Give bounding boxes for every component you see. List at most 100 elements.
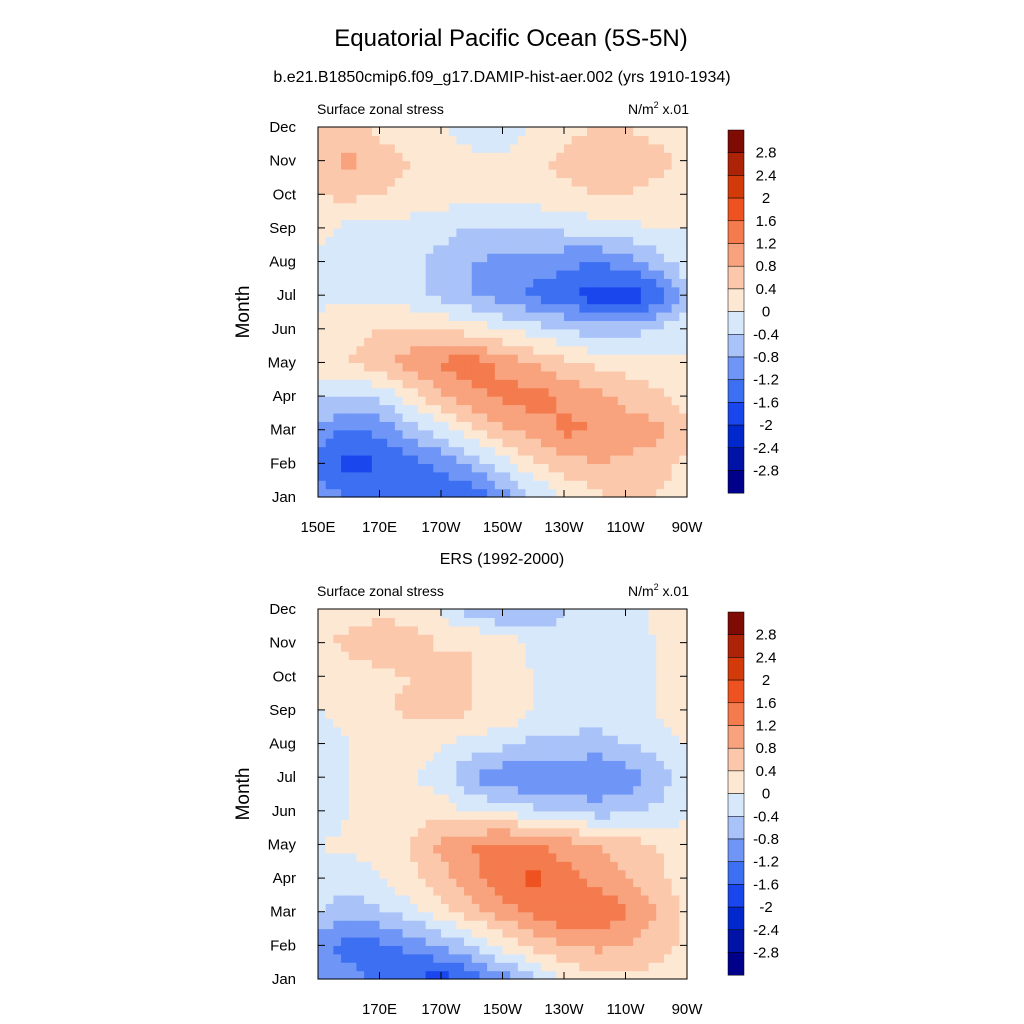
heatmap-cell <box>602 962 611 972</box>
heatmap-cell <box>341 735 350 745</box>
heatmap-cell <box>556 379 565 389</box>
heatmap-cell <box>318 659 327 669</box>
heatmap-cell <box>448 903 457 913</box>
heatmap-cell <box>510 962 519 972</box>
heatmap-cell <box>564 160 573 170</box>
heatmap-cell <box>379 726 388 736</box>
heatmap-cell <box>371 362 381 372</box>
heatmap-cell <box>364 160 373 170</box>
heatmap-cell <box>579 160 588 170</box>
heatmap-cell <box>610 903 619 913</box>
heatmap-cell <box>579 312 588 322</box>
heatmap-cell <box>640 471 650 481</box>
colorbar-label: 0.4 <box>756 281 777 298</box>
heatmap-cell <box>579 844 588 854</box>
heatmap-cell <box>571 211 580 221</box>
heatmap-cell <box>540 211 550 221</box>
heatmap-cell <box>456 404 465 414</box>
heatmap-cell <box>640 928 650 938</box>
heatmap-cell <box>441 886 450 896</box>
heatmap-cell <box>325 777 334 787</box>
y-tick-label: Mar <box>270 422 296 439</box>
heatmap-cell <box>579 261 588 271</box>
heatmap-cell <box>394 625 404 635</box>
heatmap-cell <box>564 953 573 963</box>
heatmap-cell <box>610 286 619 296</box>
heatmap-cell <box>471 312 481 322</box>
heatmap-cell <box>433 852 442 862</box>
heatmap-cell <box>456 202 465 212</box>
heatmap-cell <box>394 718 404 728</box>
heatmap-cell <box>394 194 404 204</box>
heatmap-cell <box>456 429 465 439</box>
heatmap-cell <box>371 269 381 279</box>
heatmap-cell <box>548 404 557 414</box>
heatmap-cell <box>502 429 511 439</box>
heatmap-cell <box>387 152 396 162</box>
heatmap-cell <box>502 970 511 980</box>
heatmap-cell <box>356 412 365 422</box>
heatmap-cell <box>479 269 488 279</box>
heatmap-cell <box>402 127 411 137</box>
heatmap-cell <box>471 962 481 972</box>
heatmap-cell <box>525 202 534 212</box>
heatmap-cell <box>571 609 580 619</box>
heatmap-cell <box>540 852 550 862</box>
heatmap-cell <box>510 160 519 170</box>
heatmap-cell <box>633 852 642 862</box>
heatmap-cell <box>371 634 381 644</box>
heatmap-cell <box>548 962 557 972</box>
heatmap-cell <box>533 836 542 846</box>
heatmap-cell <box>433 152 442 162</box>
heatmap-cell <box>425 945 434 955</box>
heatmap-cell <box>517 328 527 338</box>
heatmap-cell <box>464 852 473 862</box>
heatmap-cell <box>663 194 673 204</box>
x-tick-label: 90W <box>672 1001 704 1018</box>
heatmap-cell <box>325 936 334 946</box>
heatmap-cell <box>379 802 388 812</box>
heatmap-cell <box>679 953 688 963</box>
heatmap-cell <box>556 693 565 703</box>
heatmap-cell <box>379 810 388 820</box>
heatmap-cell <box>356 735 365 745</box>
heatmap-cell <box>640 143 650 153</box>
heatmap-cell <box>556 438 565 448</box>
heatmap-cell <box>610 819 619 829</box>
heatmap-cell <box>617 127 627 137</box>
heatmap-cell <box>679 295 688 305</box>
heatmap-cell <box>594 143 604 153</box>
heatmap-cell <box>648 286 657 296</box>
heatmap-cell <box>394 709 404 719</box>
heatmap-cell <box>441 236 450 246</box>
heatmap-cell <box>648 886 657 896</box>
heatmap-cell <box>410 609 419 619</box>
heatmap-cell <box>425 726 434 736</box>
heatmap-cell <box>533 387 542 397</box>
heatmap-cell <box>402 354 411 364</box>
heatmap-cell <box>394 693 404 703</box>
heatmap-cell <box>656 609 665 619</box>
heatmap-cell <box>548 421 557 431</box>
heatmap-cell <box>364 194 373 204</box>
heatmap-cell <box>318 412 327 422</box>
colorbar-label: 2.4 <box>756 649 777 666</box>
heatmap-cell <box>602 278 611 288</box>
heatmap-cell <box>587 169 596 179</box>
heatmap-cell <box>648 303 657 313</box>
heatmap-cell <box>556 676 565 686</box>
heatmap-cell <box>540 819 550 829</box>
heatmap-cell <box>371 810 381 820</box>
heatmap-cell <box>364 480 373 490</box>
heatmap-cell <box>571 869 580 879</box>
heatmap-cell <box>433 169 442 179</box>
heatmap-cell <box>318 945 327 955</box>
heatmap-cell <box>594 127 604 137</box>
heatmap-cell <box>371 312 381 322</box>
heatmap-cell <box>479 303 488 313</box>
heatmap-cell <box>540 354 550 364</box>
heatmap-cell <box>671 945 680 955</box>
heatmap-cell <box>602 751 611 761</box>
heatmap-cell <box>571 253 580 263</box>
heatmap-cell <box>494 328 504 338</box>
